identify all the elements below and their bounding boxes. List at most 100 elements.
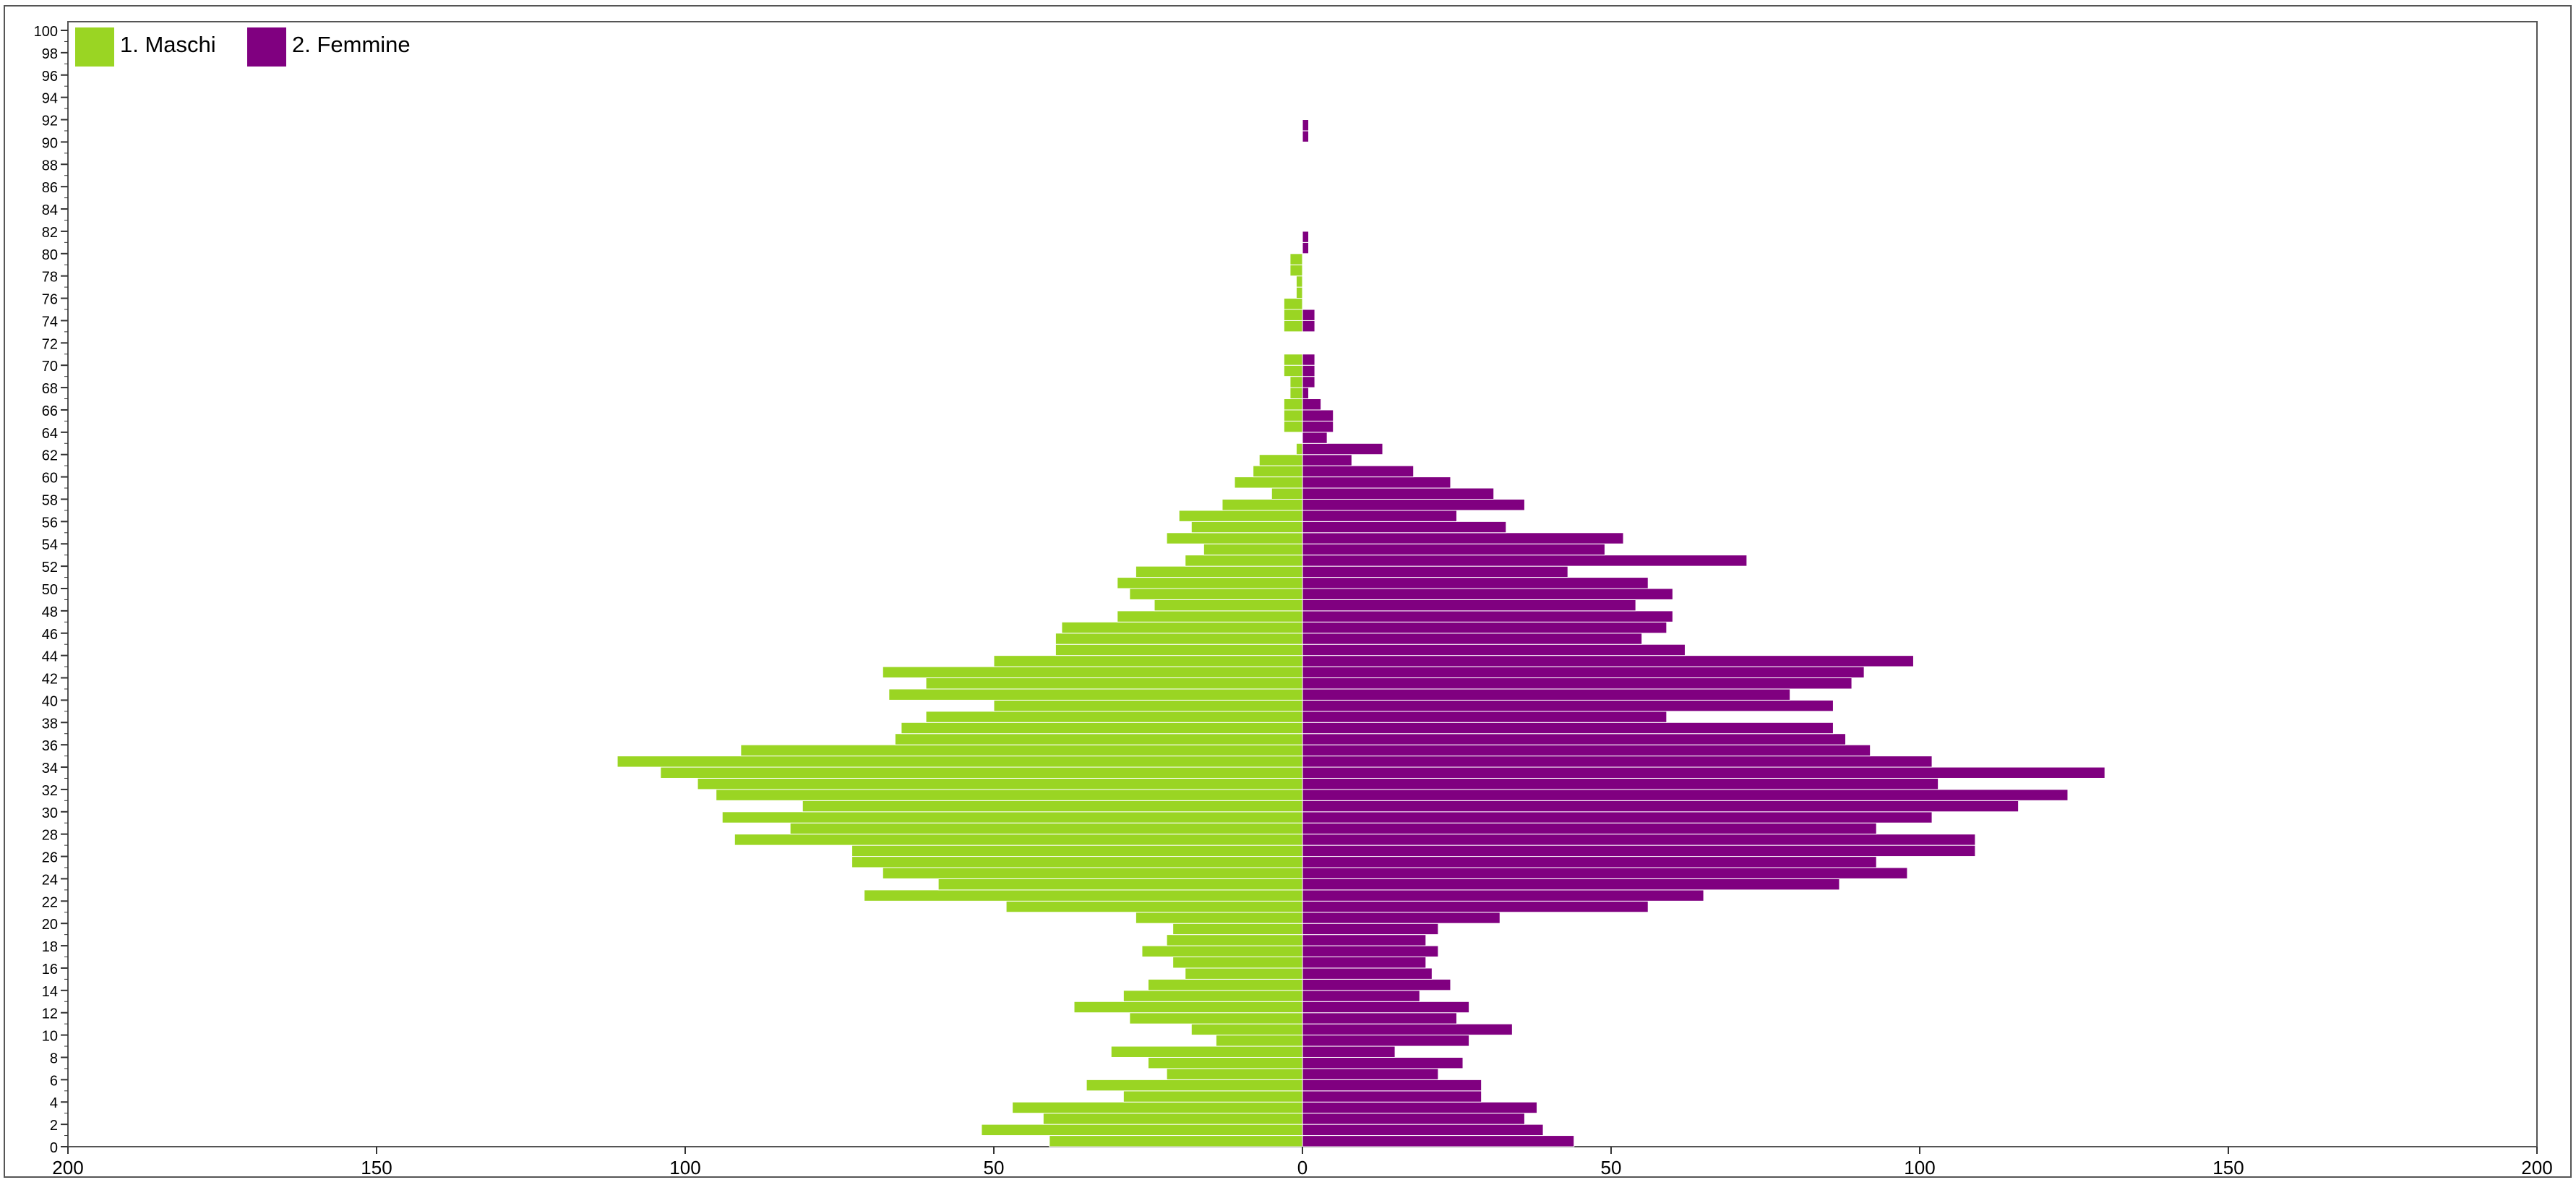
bar-maschi-age-30	[802, 800, 1303, 813]
bar-femmine-age-1	[1302, 1124, 1544, 1137]
bar-maschi-age-4	[1122, 1090, 1303, 1103]
y-tick-label-62: 62	[42, 448, 58, 464]
bar-maschi-age-53	[1203, 543, 1303, 556]
bar-maschi-age-15	[1185, 967, 1303, 980]
bar-maschi-age-27	[734, 834, 1303, 846]
y-tick-label-28: 28	[42, 828, 58, 844]
bar-femmine-age-27	[1302, 834, 1976, 846]
x-tick-label-1: 150	[361, 1157, 392, 1178]
y-tick-label-20: 20	[42, 917, 58, 933]
bar-maschi-age-20	[1135, 912, 1303, 924]
bar-maschi-age-12	[1073, 1001, 1303, 1014]
bar-maschi-age-79	[1289, 253, 1303, 265]
bar-maschi-age-0	[1049, 1135, 1303, 1147]
bar-femmine-age-3	[1302, 1101, 1538, 1114]
bar-femmine-age-36	[1302, 733, 1847, 745]
bar-maschi-age-55	[1190, 521, 1303, 534]
bar-maschi-age-31	[716, 789, 1303, 801]
bar-femmine-age-51	[1302, 565, 1568, 578]
bar-maschi-age-25	[851, 856, 1303, 868]
y-tick-label-52: 52	[42, 560, 58, 576]
bar-femmine-age-10	[1302, 1023, 1513, 1036]
y-tick-label-6: 6	[50, 1073, 58, 1089]
y-tick-label-64: 64	[42, 426, 58, 442]
bar-femmine-age-74	[1302, 309, 1315, 321]
bar-femmine-age-48	[1302, 599, 1636, 612]
bar-maschi-age-6	[1166, 1068, 1303, 1080]
bar-femmine-age-63	[1302, 432, 1328, 444]
bar-maschi-age-76	[1295, 286, 1303, 299]
bar-femmine-age-54	[1302, 532, 1624, 544]
bar-femmine-age-28	[1302, 822, 1877, 835]
bar-femmine-age-29	[1302, 811, 1933, 823]
bar-maschi-age-65	[1283, 409, 1303, 422]
y-tick-label-8: 8	[50, 1051, 58, 1066]
bar-maschi-age-2	[1042, 1113, 1303, 1125]
y-tick-label-60: 60	[42, 471, 58, 487]
bar-femmine-age-80	[1302, 241, 1310, 254]
bar-femmine-age-16	[1302, 957, 1427, 969]
bar-femmine-age-59	[1302, 476, 1451, 489]
bar-femmine-age-34	[1302, 756, 1933, 768]
bar-femmine-age-49	[1302, 588, 1673, 600]
bar-maschi-age-59	[1234, 476, 1303, 489]
bar-maschi-age-78	[1289, 264, 1303, 277]
y-tick-label-58: 58	[42, 492, 58, 508]
bar-femmine-age-53	[1302, 543, 1605, 556]
bar-femmine-age-91	[1302, 119, 1310, 132]
y-tick-label-50: 50	[42, 582, 58, 598]
bar-maschi-age-14	[1148, 978, 1303, 991]
bar-maschi-age-36	[894, 733, 1303, 745]
legend-swatch-maschi	[75, 27, 114, 67]
bar-maschi-age-56	[1178, 510, 1303, 522]
y-tick-label-56: 56	[42, 515, 58, 531]
y-tick-label-44: 44	[42, 649, 58, 665]
y-tick-label-40: 40	[42, 693, 58, 709]
bar-maschi-age-61	[1258, 454, 1303, 466]
bar-femmine-age-43	[1302, 655, 1914, 667]
bar-maschi-age-32	[697, 777, 1303, 790]
bar-maschi-age-39	[993, 699, 1303, 712]
y-tick-label-30: 30	[42, 805, 58, 821]
y-tick-label-90: 90	[42, 135, 58, 151]
y-tick-label-36: 36	[42, 738, 58, 754]
y-tick-label-16: 16	[42, 962, 58, 977]
legend: 1. Maschi 2. Femmine	[75, 27, 411, 67]
bar-maschi-age-50	[1117, 577, 1303, 589]
bar-maschi-age-13	[1122, 990, 1303, 1002]
bar-maschi-age-34	[617, 756, 1303, 768]
bar-femmine-age-47	[1302, 610, 1673, 623]
y-tick-label-100: 100	[34, 24, 58, 40]
bar-maschi-age-19	[1172, 923, 1303, 936]
x-tick-label-5: 50	[1601, 1157, 1622, 1178]
bar-maschi-age-54	[1166, 532, 1303, 544]
y-tick-label-26: 26	[42, 850, 58, 866]
legend-label-maschi: 1. Maschi	[120, 32, 216, 57]
bar-maschi-age-73	[1283, 320, 1303, 333]
bar-maschi-age-16	[1172, 957, 1303, 969]
y-tick-label-12: 12	[42, 1006, 58, 1022]
bar-femmine-age-25	[1302, 856, 1877, 868]
bar-femmine-age-73	[1302, 320, 1315, 333]
bar-maschi-age-44	[1055, 643, 1303, 656]
bar-maschi-age-46	[1061, 621, 1303, 634]
bar-maschi-age-43	[993, 655, 1303, 667]
bar-femmine-age-13	[1302, 990, 1420, 1002]
bar-femmine-age-4	[1302, 1090, 1482, 1103]
bar-maschi-age-77	[1295, 275, 1303, 288]
bar-femmine-age-58	[1302, 487, 1495, 500]
x-tick-label-0: 200	[52, 1157, 83, 1178]
bar-femmine-age-9	[1302, 1035, 1470, 1047]
y-tick-label-92: 92	[42, 114, 58, 129]
bar-maschi-age-11	[1129, 1012, 1303, 1024]
bar-femmine-age-26	[1302, 844, 1976, 857]
bar-maschi-age-5	[1086, 1079, 1303, 1092]
bar-femmine-age-60	[1302, 465, 1414, 478]
y-tick-label-74: 74	[42, 314, 58, 330]
y-tick-label-14: 14	[42, 984, 58, 1000]
bar-maschi-age-3	[1012, 1101, 1303, 1114]
bar-femmine-age-61	[1302, 454, 1352, 466]
bar-maschi-age-7	[1148, 1056, 1303, 1069]
bar-femmine-age-55	[1302, 521, 1507, 534]
